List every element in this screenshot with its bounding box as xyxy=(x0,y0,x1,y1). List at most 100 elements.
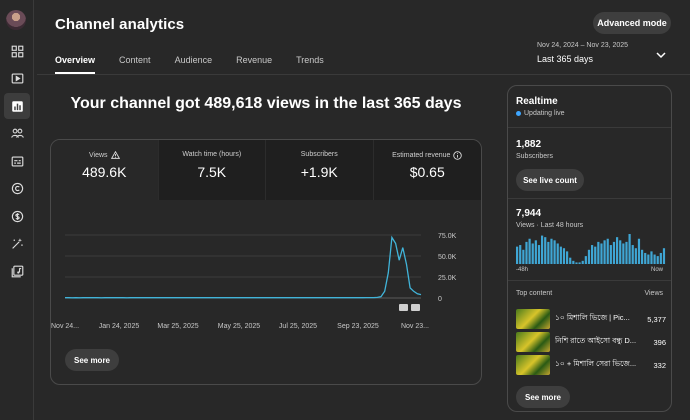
realtime-subscribers-value: 1,882 xyxy=(516,139,542,150)
tabs-divider xyxy=(37,74,690,75)
list-item[interactable]: ১০ মিশালি ভিজে | Pic... 5,377 xyxy=(516,309,666,329)
video-views: 5,377 xyxy=(647,314,666,324)
realtime-bar xyxy=(544,237,547,264)
community-icon[interactable] xyxy=(4,120,30,146)
date-period-text: Last 365 days xyxy=(537,54,594,64)
see-live-count-button[interactable]: See live count xyxy=(516,169,584,191)
realtime-axis-start: -48h xyxy=(516,267,529,273)
y-tick-label: 75.0K xyxy=(438,233,457,240)
y-tick-label: 50.0K xyxy=(438,254,457,261)
tab-overview[interactable]: Overview xyxy=(55,55,96,74)
realtime-bar xyxy=(547,241,550,264)
copyright-icon[interactable] xyxy=(4,175,30,201)
warning-icon xyxy=(110,151,120,159)
avatar[interactable] xyxy=(6,10,26,30)
audio-library-icon[interactable] xyxy=(4,258,30,284)
realtime-bar xyxy=(537,245,541,264)
series-line xyxy=(65,235,422,299)
realtime-bar xyxy=(566,251,569,264)
metric-tabs: Views 489.6K Watch time (hours) 7.5K Sub… xyxy=(51,140,481,200)
realtime-title: Realtime xyxy=(516,96,558,107)
metric-views[interactable]: Views 489.6K xyxy=(51,140,159,200)
realtime-bar xyxy=(581,260,584,264)
realtime-bar xyxy=(656,256,659,264)
realtime-bar xyxy=(631,245,634,264)
realtime-bar xyxy=(637,238,641,264)
realtime-bar xyxy=(616,237,619,264)
tab-revenue[interactable]: Revenue xyxy=(236,55,273,65)
annotation-marker-icon xyxy=(399,304,408,311)
realtime-bar xyxy=(609,245,612,264)
annotation-marker-icon xyxy=(411,304,420,311)
realtime-bar xyxy=(528,238,531,264)
video-thumbnail xyxy=(516,355,550,375)
realtime-bar xyxy=(562,248,566,264)
metric-revenue[interactable]: Estimated revenue $0.65 xyxy=(373,140,481,200)
metric-subscribers[interactable]: Subscribers +1.9K xyxy=(266,140,374,200)
metric-subs-label-row: Subscribers xyxy=(266,151,373,158)
video-thumbnail xyxy=(516,332,550,352)
realtime-bar xyxy=(662,248,666,264)
video-title: ১০ + মিশালি সেরা ভিজে... xyxy=(555,359,637,368)
left-nav-rail xyxy=(0,0,34,420)
y-tick-label: 25.0K xyxy=(438,275,457,282)
realtime-bar xyxy=(653,254,656,264)
divider xyxy=(508,198,671,199)
earn-icon[interactable] xyxy=(4,203,30,229)
tab-content[interactable]: Content xyxy=(119,55,151,65)
metric-value: $0.65 xyxy=(409,164,445,180)
customization-icon[interactable] xyxy=(4,230,30,256)
realtime-bar xyxy=(619,240,622,264)
content-icon[interactable] xyxy=(4,65,30,91)
realtime-bar xyxy=(534,240,537,264)
subtitles-icon[interactable] xyxy=(4,148,30,174)
video-title: নিশি রাতে আইসো বন্ধু D... xyxy=(555,336,637,345)
realtime-bar xyxy=(647,254,650,264)
realtime-bar xyxy=(597,241,600,264)
overview-chart-card: Views 489.6K Watch time (hours) 7.5K Sub… xyxy=(50,139,482,385)
realtime-bar xyxy=(641,249,644,264)
realtime-see-more-button[interactable]: See more xyxy=(516,386,570,408)
metric-watch-time[interactable]: Watch time (hours) 7.5K xyxy=(158,140,266,200)
top-content-label: Top content xyxy=(516,290,553,297)
chart-see-more-button[interactable]: See more xyxy=(65,349,119,371)
realtime-bar xyxy=(628,234,631,264)
list-item[interactable]: ১০ + মিশালি সেরা ভিজে... 332 xyxy=(516,355,666,375)
metric-label: Estimated revenue xyxy=(392,152,451,159)
metric-watch-label-row: Watch time (hours) xyxy=(159,151,266,158)
realtime-bar xyxy=(559,246,562,264)
metric-value: +1.9K xyxy=(300,164,338,180)
analytics-icon[interactable] xyxy=(4,93,30,119)
realtime-bar xyxy=(612,241,616,264)
realtime-subscribers-label: Subscribers xyxy=(516,153,553,160)
info-icon xyxy=(453,151,463,160)
x-tick-label: Jan 24, 2025 xyxy=(99,323,140,330)
list-item[interactable]: নিশি রাতে আইসো বন্ধু D... 396 xyxy=(516,332,666,352)
tab-audience[interactable]: Audience xyxy=(174,55,213,65)
realtime-bar xyxy=(644,252,647,264)
realtime-bar xyxy=(550,238,553,264)
divider xyxy=(508,280,671,281)
realtime-bar xyxy=(600,243,603,264)
realtime-bar xyxy=(541,235,544,264)
dashboard-icon[interactable] xyxy=(4,38,30,64)
realtime-card: Realtime Updating live 1,882 Subscribers… xyxy=(507,85,672,412)
realtime-bar xyxy=(553,240,556,264)
tab-trends[interactable]: Trends xyxy=(296,55,324,65)
x-tick-label: Mar 25, 2025 xyxy=(157,323,198,330)
views-line-chart: 75.0K 50.0K 25.0K 0 Nov 24... Jan 24, 2025 Mar… xyxy=(51,233,457,330)
metric-views-label-row: Views xyxy=(51,151,158,159)
x-tick-label: Sep 23, 2025 xyxy=(337,323,379,330)
realtime-bar xyxy=(622,243,625,264)
metric-label: Watch time (hours) xyxy=(182,151,242,158)
page-title: Channel analytics xyxy=(55,16,185,33)
advanced-mode-button[interactable]: Advanced mode xyxy=(593,12,671,34)
views-headline: Your channel got 489,618 views in the la… xyxy=(70,95,462,112)
realtime-bar xyxy=(584,256,587,264)
live-dot-icon xyxy=(516,111,521,116)
date-range-text: Nov 24, 2024 – Nov 23, 2025 xyxy=(537,42,629,49)
realtime-views-value: 7,944 xyxy=(516,208,542,219)
realtime-status: Updating live xyxy=(516,110,564,117)
realtime-bar xyxy=(625,241,628,264)
metric-label: Subscribers xyxy=(300,151,338,158)
